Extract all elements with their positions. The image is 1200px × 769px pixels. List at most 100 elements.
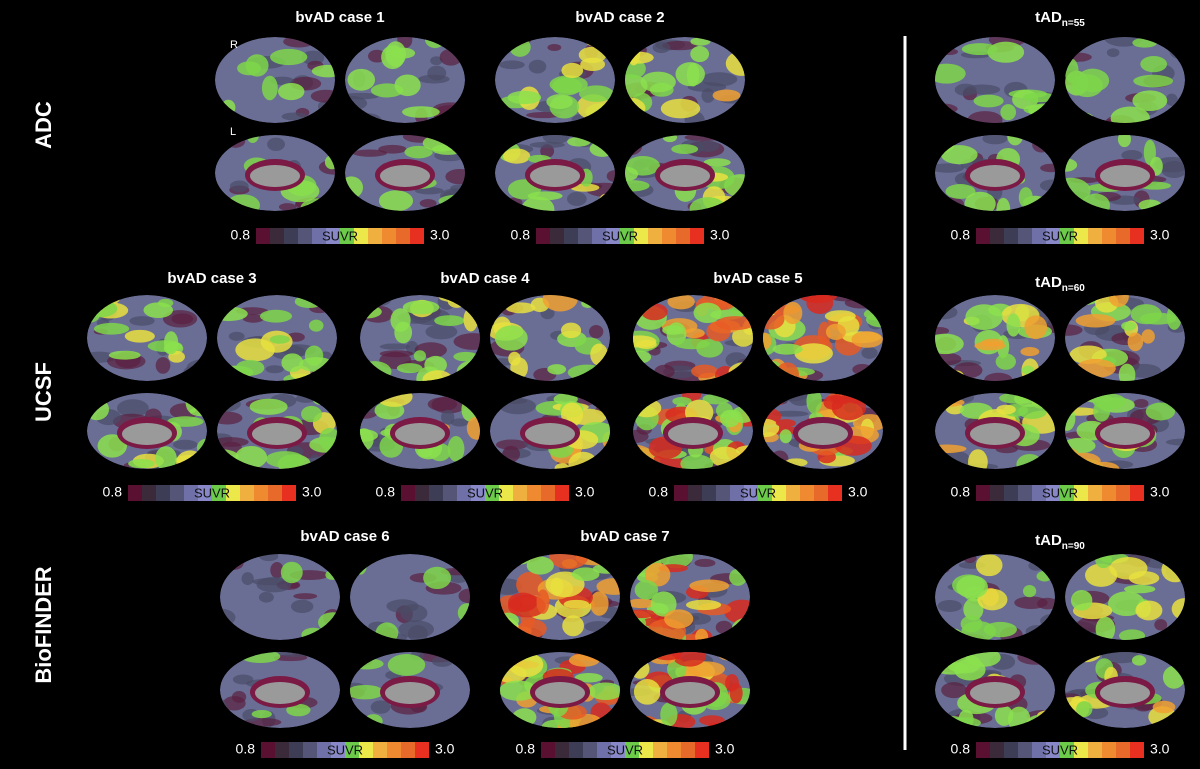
uptake bbox=[851, 331, 883, 348]
colorbar-swatch bbox=[620, 228, 634, 244]
uptake bbox=[508, 592, 538, 613]
uptake bbox=[987, 41, 1025, 63]
colorbar-swatch bbox=[1018, 742, 1032, 758]
brain bbox=[360, 393, 480, 469]
uptake bbox=[1118, 363, 1136, 381]
uptake bbox=[824, 310, 856, 322]
colorbar-max: 3.0 bbox=[575, 484, 595, 500]
sulcus bbox=[1154, 156, 1185, 173]
uptake bbox=[963, 598, 984, 621]
uptake bbox=[390, 308, 411, 332]
uptake bbox=[434, 315, 465, 327]
uptake bbox=[671, 144, 699, 154]
sulcus bbox=[400, 604, 428, 623]
uptake bbox=[667, 295, 695, 310]
colorbar-swatch bbox=[606, 228, 620, 244]
colorbar-min: 0.8 bbox=[649, 484, 669, 500]
uptake bbox=[1133, 74, 1174, 88]
colorbar-swatch bbox=[170, 485, 184, 501]
sulcus bbox=[267, 137, 285, 151]
uptake bbox=[574, 673, 603, 683]
sulcus bbox=[589, 324, 604, 339]
colorbar-min: 0.8 bbox=[951, 484, 971, 500]
colorbar-swatch bbox=[1032, 485, 1046, 501]
brain bbox=[220, 652, 340, 728]
colorbar-swatch bbox=[499, 485, 513, 501]
sulcus bbox=[701, 88, 715, 103]
sulcus bbox=[495, 439, 528, 450]
sulcus bbox=[293, 593, 318, 600]
colorbar-swatch bbox=[289, 742, 303, 758]
sulcus bbox=[241, 572, 254, 586]
panel-title: bvAD case 1 bbox=[295, 9, 384, 26]
sulcus bbox=[172, 439, 198, 450]
uptake bbox=[783, 301, 803, 325]
colorbar-min: 0.8 bbox=[231, 227, 251, 243]
sulcus bbox=[155, 357, 171, 374]
colorbar-swatch bbox=[541, 485, 555, 501]
colorbar-swatch bbox=[298, 228, 312, 244]
uptake bbox=[1131, 655, 1147, 666]
uptake bbox=[548, 554, 589, 570]
sulcus bbox=[228, 331, 245, 341]
sulcus bbox=[606, 170, 615, 183]
uptake bbox=[508, 351, 521, 366]
hemisphere-label: L bbox=[230, 126, 236, 138]
panel-title: bvAD case 4 bbox=[440, 270, 530, 287]
uptake bbox=[527, 191, 563, 201]
colorbar-max: 3.0 bbox=[1150, 484, 1170, 500]
colorbar-swatch bbox=[345, 742, 359, 758]
uptake bbox=[413, 350, 427, 362]
uptake bbox=[703, 158, 731, 167]
uptake bbox=[1127, 332, 1144, 352]
colorbar-swatch bbox=[340, 228, 354, 244]
colorbar-swatch bbox=[1116, 485, 1130, 501]
colorbar-swatch bbox=[275, 742, 289, 758]
callosum bbox=[395, 423, 445, 445]
uptake bbox=[308, 319, 324, 332]
uptake bbox=[625, 74, 648, 98]
colorbar-swatch bbox=[1102, 228, 1116, 244]
uptake bbox=[664, 609, 694, 629]
uptake bbox=[301, 405, 322, 423]
colorbar-label: SUVR bbox=[1042, 742, 1078, 757]
uptake bbox=[672, 652, 707, 667]
uptake bbox=[660, 98, 701, 119]
uptake bbox=[350, 685, 384, 700]
colorbar-swatch bbox=[415, 742, 429, 758]
colorbar-swatch bbox=[284, 228, 298, 244]
panel-title: bvAD case 5 bbox=[713, 270, 802, 287]
uptake bbox=[1109, 557, 1148, 580]
sulcus bbox=[982, 135, 1008, 145]
panel-title: tADn=60 bbox=[1035, 274, 1085, 294]
uptake bbox=[507, 90, 542, 105]
sulcus bbox=[652, 41, 671, 54]
sulcus bbox=[662, 40, 698, 51]
panel-title: bvAD case 7 bbox=[580, 528, 669, 545]
uptake bbox=[806, 295, 834, 314]
colorbar-swatch bbox=[550, 228, 564, 244]
colorbar-swatch bbox=[373, 742, 387, 758]
colorbar-swatch bbox=[1130, 485, 1144, 501]
colorbar-swatch bbox=[541, 742, 555, 758]
sulcus bbox=[231, 691, 247, 703]
uptake bbox=[995, 353, 1016, 370]
uptake bbox=[360, 428, 374, 451]
callosum bbox=[255, 682, 305, 704]
uptake bbox=[124, 329, 155, 343]
hemisphere-label: R bbox=[230, 39, 238, 51]
colorbar-swatch bbox=[1102, 742, 1116, 758]
colorbar-swatch bbox=[634, 228, 648, 244]
uptake bbox=[675, 62, 705, 87]
uptake bbox=[1124, 584, 1156, 594]
uptake bbox=[996, 404, 1016, 415]
uptake bbox=[960, 615, 983, 633]
colorbar-swatch bbox=[368, 228, 382, 244]
uptake bbox=[324, 155, 335, 170]
colorbar-label: SUVR bbox=[467, 485, 503, 500]
colorbar-swatch bbox=[702, 485, 716, 501]
colorbar-swatch bbox=[387, 742, 401, 758]
uptake bbox=[1000, 104, 1017, 121]
brain bbox=[633, 295, 753, 381]
uptake bbox=[775, 419, 796, 428]
